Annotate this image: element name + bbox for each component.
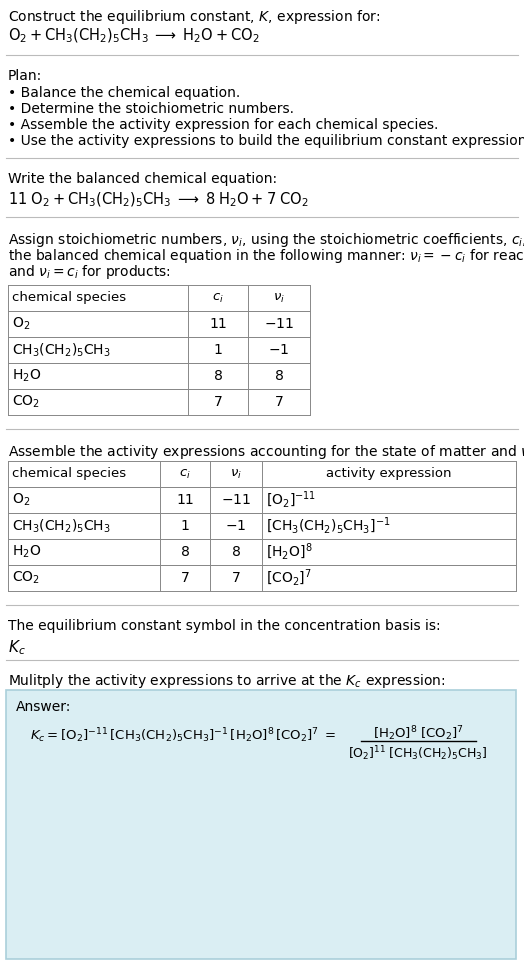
Text: chemical species: chemical species: [12, 291, 126, 305]
Text: $\mathrm{CO_2}$: $\mathrm{CO_2}$: [12, 394, 40, 410]
FancyBboxPatch shape: [6, 690, 516, 959]
Text: $\mathrm{CH_3(CH_2)_5CH_3}$: $\mathrm{CH_3(CH_2)_5CH_3}$: [12, 342, 111, 359]
Text: $\mathrm{O_2}$: $\mathrm{O_2}$: [12, 316, 30, 332]
Text: $[\mathrm{CO_2}]^{7}$: $[\mathrm{CO_2}]^{7}$: [266, 567, 312, 589]
Text: and $\nu_i = c_i$ for products:: and $\nu_i = c_i$ for products:: [8, 263, 171, 281]
Text: $\mathrm{11\;O_2 + CH_3(CH_2)_5CH_3\;\longrightarrow\;8\;H_2O + 7\;CO_2}$: $\mathrm{11\;O_2 + CH_3(CH_2)_5CH_3\;\lo…: [8, 191, 309, 209]
Text: 7: 7: [275, 395, 283, 409]
Text: chemical species: chemical species: [12, 467, 126, 481]
Text: 11: 11: [209, 317, 227, 331]
Text: • Assemble the activity expression for each chemical species.: • Assemble the activity expression for e…: [8, 118, 439, 132]
Text: $-1$: $-1$: [225, 519, 247, 533]
Text: Answer:: Answer:: [16, 700, 71, 714]
Text: $[\mathrm{CH_3(CH_2)_5CH_3}]^{-1}$: $[\mathrm{CH_3(CH_2)_5CH_3}]^{-1}$: [266, 516, 390, 537]
Text: $[\mathrm{H_2O}]^{8} \; [\mathrm{CO_2}]^{7}$: $[\mathrm{H_2O}]^{8} \; [\mathrm{CO_2}]^…: [373, 724, 463, 743]
Text: 1: 1: [181, 519, 190, 533]
Text: the balanced chemical equation in the following manner: $\nu_i = -c_i$ for react: the balanced chemical equation in the fo…: [8, 247, 524, 265]
Text: 7: 7: [232, 571, 241, 585]
Text: Mulitply the activity expressions to arrive at the $K_c$ expression:: Mulitply the activity expressions to arr…: [8, 672, 445, 690]
Text: $-1$: $-1$: [268, 343, 290, 357]
Text: $-11$: $-11$: [221, 493, 251, 507]
Text: • Balance the chemical equation.: • Balance the chemical equation.: [8, 86, 240, 100]
Text: $\mathrm{H_2O}$: $\mathrm{H_2O}$: [12, 544, 41, 561]
Text: $\mathrm{CH_3(CH_2)_5CH_3}$: $\mathrm{CH_3(CH_2)_5CH_3}$: [12, 517, 111, 535]
Text: $\nu_i$: $\nu_i$: [230, 467, 242, 481]
Text: • Determine the stoichiometric numbers.: • Determine the stoichiometric numbers.: [8, 102, 294, 116]
Text: $[\mathrm{H_2O}]^{8}$: $[\mathrm{H_2O}]^{8}$: [266, 541, 312, 563]
Text: Construct the equilibrium constant, $K$, expression for:: Construct the equilibrium constant, $K$,…: [8, 8, 380, 26]
Text: Assemble the activity expressions accounting for the state of matter and $\nu_i$: Assemble the activity expressions accoun…: [8, 443, 524, 461]
Text: 7: 7: [181, 571, 189, 585]
Text: 8: 8: [181, 545, 190, 559]
Text: Assign stoichiometric numbers, $\nu_i$, using the stoichiometric coefficients, $: Assign stoichiometric numbers, $\nu_i$, …: [8, 231, 524, 249]
Text: $\nu_i$: $\nu_i$: [273, 291, 285, 305]
Text: 8: 8: [232, 545, 241, 559]
Text: 8: 8: [275, 369, 283, 383]
Text: $\mathrm{H_2O}$: $\mathrm{H_2O}$: [12, 368, 41, 384]
Text: $K_c = [\mathrm{O_2}]^{-11} \,[\mathrm{CH_3(CH_2)_5CH_3}]^{-1} \,[\mathrm{H_2O}]: $K_c = [\mathrm{O_2}]^{-11} \,[\mathrm{C…: [30, 726, 336, 745]
Text: $K_c$: $K_c$: [8, 638, 26, 657]
Text: $c_i$: $c_i$: [212, 291, 224, 305]
Text: $[\mathrm{O_2}]^{11} \; [\mathrm{CH_3(CH_2)_5CH_3}]$: $[\mathrm{O_2}]^{11} \; [\mathrm{CH_3(CH…: [348, 744, 488, 762]
Text: $\mathrm{CO_2}$: $\mathrm{CO_2}$: [12, 569, 40, 586]
Text: • Use the activity expressions to build the equilibrium constant expression.: • Use the activity expressions to build …: [8, 134, 524, 148]
Text: Write the balanced chemical equation:: Write the balanced chemical equation:: [8, 172, 277, 186]
Text: 7: 7: [214, 395, 222, 409]
Text: The equilibrium constant symbol in the concentration basis is:: The equilibrium constant symbol in the c…: [8, 619, 441, 633]
Text: activity expression: activity expression: [326, 467, 452, 481]
Text: $[\mathrm{O_2}]^{-11}$: $[\mathrm{O_2}]^{-11}$: [266, 490, 316, 510]
Text: $\mathrm{O_2}$: $\mathrm{O_2}$: [12, 492, 30, 509]
Text: $-11$: $-11$: [264, 317, 294, 331]
Text: 1: 1: [214, 343, 222, 357]
Text: 8: 8: [214, 369, 222, 383]
Text: Plan:: Plan:: [8, 69, 42, 83]
Text: $\mathrm{O_2 + CH_3(CH_2)_5CH_3}$$\;\longrightarrow\;$$\mathrm{H_2O + CO_2}$: $\mathrm{O_2 + CH_3(CH_2)_5CH_3}$$\;\lon…: [8, 27, 259, 45]
Text: 11: 11: [176, 493, 194, 507]
Text: $c_i$: $c_i$: [179, 467, 191, 481]
